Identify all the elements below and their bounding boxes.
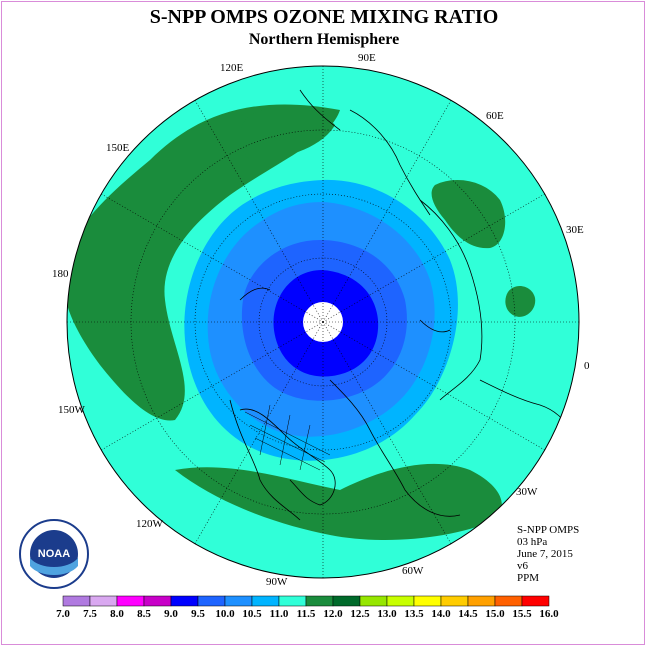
colorbar-label: 15.5 <box>512 608 532 620</box>
graticule <box>67 66 579 578</box>
info-units: PPM <box>517 572 540 584</box>
lon-label-30w: 30W <box>516 486 538 498</box>
lon-label-180: 180 <box>52 268 69 280</box>
colorbar-label: 13.5 <box>404 608 424 620</box>
lon-label-150w: 150W <box>58 404 85 416</box>
meridian-line <box>194 321 324 544</box>
colorbar-label: 12.5 <box>350 608 370 620</box>
info-level: 03 hPa <box>517 536 548 548</box>
lon-label-60w: 60W <box>402 565 424 577</box>
map-disc-border <box>66 65 580 579</box>
colorbar-label: 11.0 <box>269 608 289 620</box>
meridian-line <box>322 321 545 451</box>
colorbar-label: 9.5 <box>191 608 205 620</box>
meridian-line <box>101 321 324 451</box>
colorbar-label: 10.0 <box>215 608 235 620</box>
colorbar-label: 9.0 <box>164 608 178 620</box>
colorbar-label: 14.0 <box>431 608 451 620</box>
colorbar-label: 8.0 <box>110 608 124 620</box>
info-instrument: S-NPP OMPS <box>517 524 580 536</box>
colorbar-label: 11.5 <box>296 608 316 620</box>
coastlines <box>229 89 571 521</box>
colorbar-label: 8.5 <box>137 608 151 620</box>
green-region-pacific <box>67 104 340 421</box>
green-region-asia <box>431 180 506 249</box>
meridian-line <box>322 100 452 323</box>
colorbar-label: 13.0 <box>377 608 397 620</box>
us-state-boundaries <box>244 404 331 471</box>
info-date: June 7, 2015 <box>517 548 573 560</box>
meridian-line <box>322 193 545 323</box>
noaa-logo-text: NOAA <box>38 548 70 560</box>
green-region-atlantic <box>175 463 502 540</box>
lon-label-90e: 90E <box>358 52 376 64</box>
colorbar-label: 14.5 <box>458 608 478 620</box>
lon-label-90w: 90W <box>266 576 288 588</box>
map-title: S-NPP OMPS OZONE MIXING RATIO <box>149 6 499 28</box>
colorbar-label: 12.0 <box>323 608 343 620</box>
noaa-logo: NOAA <box>19 519 89 589</box>
colorbar-label: 7.0 <box>56 608 70 620</box>
colorbar-label: 7.5 <box>83 608 97 620</box>
colorbar-label: 16.0 <box>539 608 559 620</box>
meridian-line <box>101 193 324 323</box>
green-region-small <box>505 286 536 317</box>
lon-label-60e: 60E <box>486 110 504 122</box>
lon-label-30e: 30E <box>566 224 584 236</box>
lon-label-120e: 120E <box>220 62 244 74</box>
info-version: v6 <box>517 560 528 572</box>
lon-label-150e: 150E <box>106 142 130 154</box>
lon-label-120w: 120W <box>136 518 163 530</box>
lon-label-0: 0 <box>584 360 590 372</box>
map-subtitle: Northern Hemisphere <box>248 31 400 48</box>
meridian-line <box>194 100 324 323</box>
colorbar-label: 15.0 <box>485 608 505 620</box>
meridian-line <box>322 321 452 544</box>
green-region-north <box>239 107 335 160</box>
colorbar-label: 10.5 <box>242 608 262 620</box>
